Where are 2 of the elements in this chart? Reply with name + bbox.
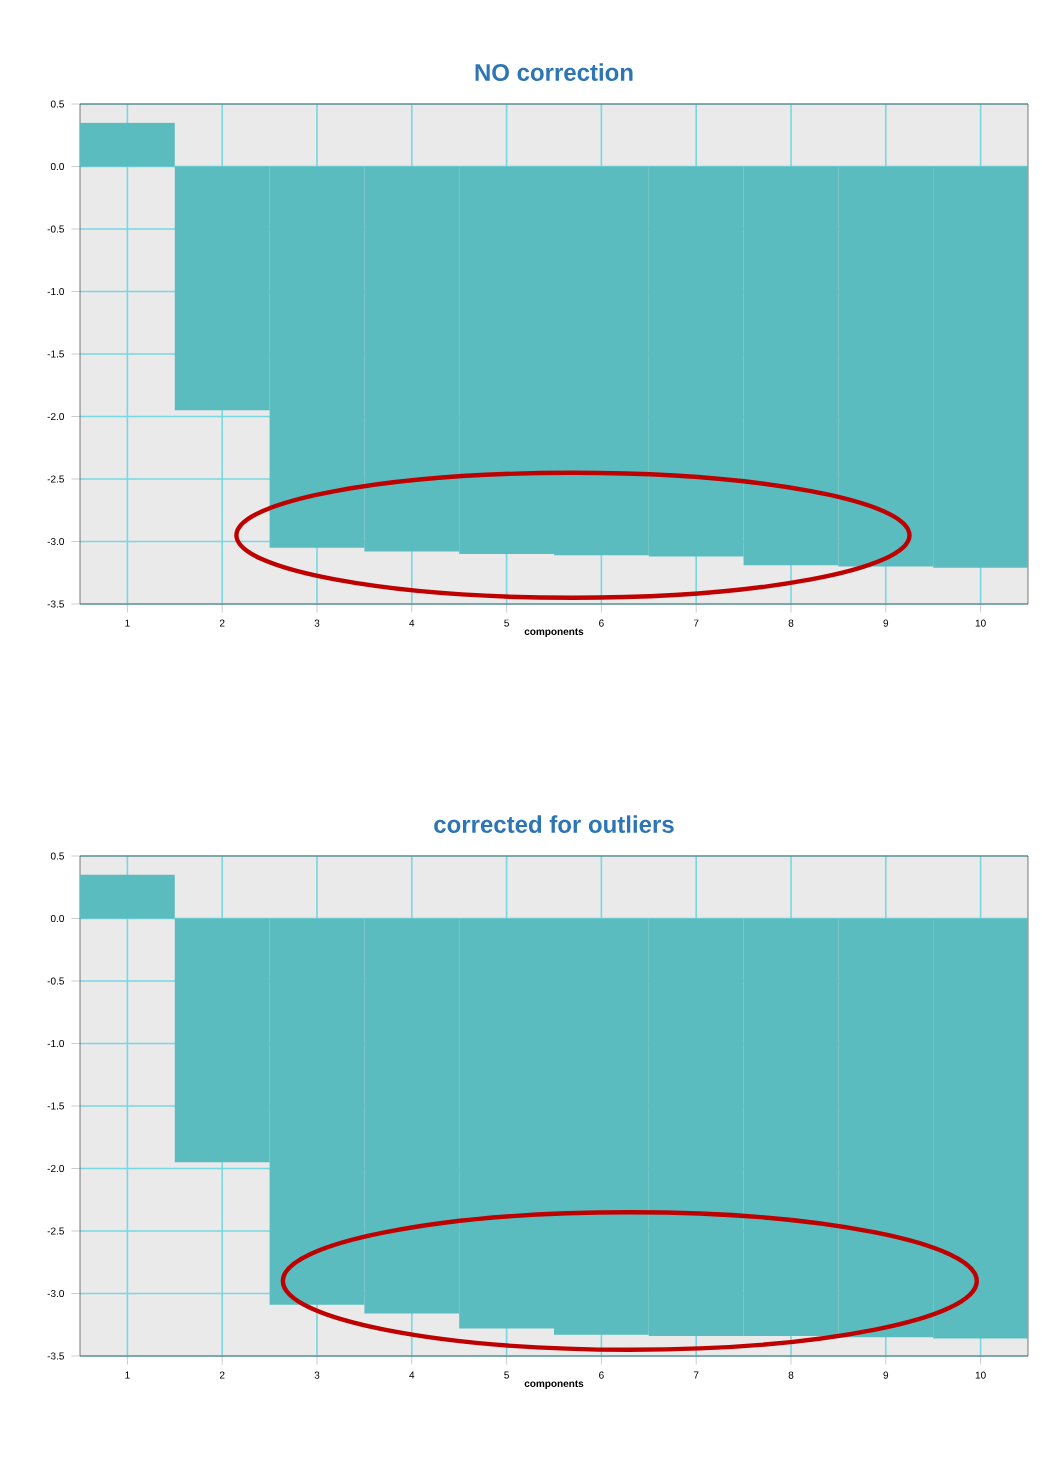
chart-title: corrected for outliers xyxy=(434,815,674,833)
chart-title: NO correction xyxy=(475,63,633,81)
